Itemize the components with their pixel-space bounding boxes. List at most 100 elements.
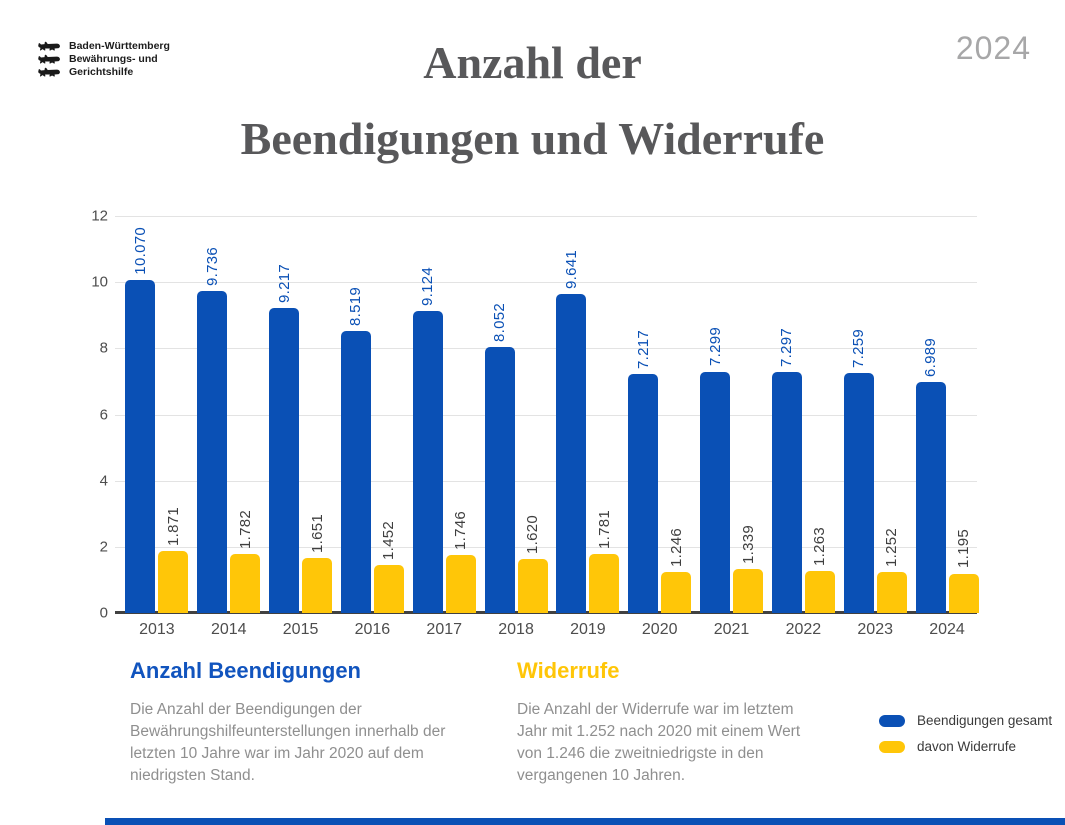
bar-value-label: 10.070 (131, 227, 149, 275)
y-tick-label: 0 (99, 604, 108, 622)
bar-value-label: 1.252 (883, 527, 901, 567)
y-tick-label: 2 (99, 538, 108, 556)
lion-crest-icon (38, 67, 60, 77)
bar-beendigungen-2023 (843, 372, 874, 613)
bar-group-2022: 7.297 1.263 (767, 216, 839, 613)
x-tick-label: 2021 (713, 621, 750, 638)
bar-value-label: 9.217 (275, 264, 293, 304)
bar-value-label: 1.195 (955, 529, 973, 569)
logo-row: Bewährungs- und (36, 53, 170, 65)
bar-beendigungen-2015 (269, 308, 300, 613)
x-tick-label: 2015 (282, 621, 319, 638)
bar-slot: 1.651 (302, 216, 333, 613)
y-tick-label: 8 (99, 339, 108, 357)
bar-beendigungen-2024 (915, 381, 946, 613)
bar-slot: 1.246 (661, 216, 692, 613)
section-widerrufe: Widerrufe Die Anzahl der Widerrufe war i… (517, 658, 812, 787)
logo-row: Gerichtshilfe (36, 66, 170, 78)
x-tick-label: 2014 (210, 621, 247, 638)
bar-widerrufe-2019 (589, 554, 620, 613)
y-tick-label: 12 (91, 207, 108, 225)
x-tick-label: 2018 (498, 621, 534, 638)
x-tick-label: 2017 (426, 621, 463, 638)
legend-item: davon Widerrufe (879, 739, 1052, 754)
bar-group-2013: 10.070 1.871 (121, 216, 193, 613)
bar-value-label: 1.746 (452, 511, 470, 551)
section-beendigungen: Anzahl Beendigungen Die Anzahl der Beend… (130, 658, 470, 787)
bar-slot: 1.782 (230, 216, 261, 613)
y-tick-label: 4 (99, 472, 108, 490)
bar-widerrufe-2021 (733, 568, 764, 613)
bar-beendigungen-2019 (556, 294, 587, 613)
bar-slot: 8.052 (484, 216, 515, 613)
bar-value-label: 9.641 (562, 249, 580, 289)
bar-value-label: 9.124 (419, 267, 437, 307)
bar-group-2021: 7.299 1.339 (696, 216, 768, 613)
gridline (115, 414, 977, 416)
logo-row: Baden-Württemberg (36, 40, 170, 52)
bar-beendigungen-2017 (412, 311, 443, 613)
bar-beendigungen-2016 (340, 331, 371, 613)
section-heading-widerrufe: Widerrufe (517, 658, 620, 683)
bar-slot: 7.217 (628, 216, 659, 613)
bar-value-label: 1.452 (380, 520, 398, 560)
logo-text-line: Gerichtshilfe (69, 66, 134, 78)
bar-slot: 1.781 (589, 216, 620, 613)
bar-widerrufe-2024 (948, 573, 979, 613)
bar-slot: 1.339 (733, 216, 764, 613)
bar-slot: 1.263 (804, 216, 835, 613)
section-body-beendigungen: Die Anzahl der Beendigungen der Bewährun… (130, 701, 446, 784)
bar-value-label: 1.781 (595, 510, 613, 550)
legend-label: Beendigungen gesamt (917, 713, 1053, 728)
x-tick-label: 2019 (570, 621, 606, 638)
y-tick-label: 10 (91, 273, 108, 291)
x-tick-label: 2023 (857, 621, 893, 638)
logo: Baden-Württemberg Bewährungs- und Gerich… (36, 40, 170, 79)
bar-beendigungen-2021 (700, 371, 731, 613)
bar-value-label: 1.651 (308, 514, 326, 554)
section-body-widerrufe: Die Anzahl der Widerrufe war im letztem … (517, 701, 801, 784)
x-axis: 2013 2014 2015 2016 2017 2018 2019 2020 2021 2022… (121, 621, 983, 639)
lion-crest-icon (38, 54, 60, 64)
bar-value-label: 8.052 (491, 302, 509, 342)
bar-beendigungen-2013 (125, 279, 156, 613)
y-tick-label: 6 (99, 406, 108, 423)
bar-widerrufe-2017 (445, 555, 476, 613)
logo-text-line: Bewährungs- und (69, 53, 158, 65)
bar-widerrufe-2015 (302, 558, 333, 613)
bar-widerrufe-2014 (230, 554, 261, 613)
bar-group-2017: 9.124 1.746 (408, 216, 480, 613)
bar-widerrufe-2022 (804, 571, 835, 613)
bar-group-2024: 6.989 1.195 (911, 216, 983, 613)
legend-swatch (879, 740, 905, 753)
bar-value-label: 1.339 (739, 524, 757, 564)
section-heading-beendigungen: Anzahl Beendigungen (130, 658, 361, 683)
legend-swatch (879, 714, 905, 727)
bar-value-label: 7.217 (634, 330, 652, 370)
bar-widerrufe-2018 (517, 559, 548, 613)
bar-slot: 1.620 (517, 216, 548, 613)
bar-widerrufe-2023 (876, 571, 907, 613)
bar-group-2015: 9.217 1.651 (265, 216, 337, 613)
bar-value-label: 1.782 (236, 509, 254, 549)
lion-crest-icon (38, 41, 60, 51)
page-title-line1: Anzahl der (423, 37, 642, 88)
bar-beendigungen-2018 (484, 346, 515, 613)
bar-beendigungen-2020 (628, 374, 659, 613)
gridline (115, 480, 977, 482)
page-title-line2: Beendigungen und Widerrufe (240, 113, 825, 164)
bar-value-label: 7.299 (706, 327, 724, 367)
gridline (115, 546, 977, 548)
bar-slot: 9.217 (269, 216, 300, 613)
bar-slot: 1.746 (445, 216, 476, 613)
bar-value-label: 6.989 (922, 337, 940, 377)
x-tick-label: 2022 (785, 621, 822, 638)
bar-slot: 9.736 (197, 216, 228, 613)
bar-widerrufe-2020 (661, 571, 692, 613)
bar-group-2016: 8.519 1.452 (336, 216, 408, 613)
bar-group-2020: 7.217 1.246 (624, 216, 696, 613)
y-axis: 0 2 4 6 8 10 12 (70, 208, 108, 622)
bar-group-2023: 7.259 1.252 (839, 216, 911, 613)
x-tick-label: 2024 (929, 621, 965, 638)
